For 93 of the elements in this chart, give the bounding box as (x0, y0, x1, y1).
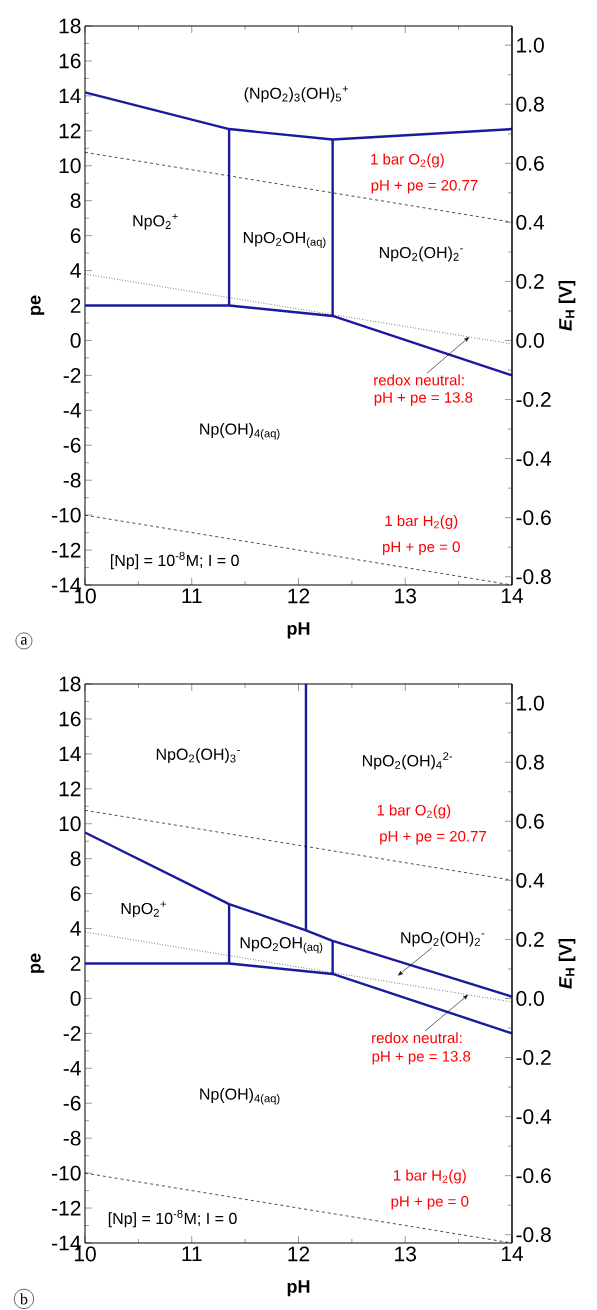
y-tick-label: 4 (70, 263, 81, 278)
y2-tick-label: 0.4 (516, 214, 545, 230)
y-tick-label: 12 (59, 781, 81, 797)
y2-tick-label: -0.6 (516, 1168, 551, 1184)
annotation: NpO$_{2}$+ (133, 213, 178, 230)
y2-tick-label: -0.6 (516, 510, 551, 526)
y-tick-label: 16 (59, 711, 81, 727)
y-tick-label: -10 (52, 507, 81, 523)
annotation: NpO$_{2}$+ (121, 901, 166, 918)
annotation: NpO$_{2}$(OH)$_{2}$- (401, 931, 485, 947)
y-tick-label: -12 (52, 1200, 81, 1216)
y2-tick-label: 0.4 (516, 872, 545, 888)
y2-tick-label: -0.8 (516, 1227, 551, 1243)
y-tick-label: -8 (63, 472, 81, 488)
y2-tick-label: 0.0 (516, 991, 544, 1006)
y2-tick-label: 0.6 (516, 155, 544, 171)
y-tick-label: -4 (63, 1061, 81, 1076)
annotation: NpO$_{2}$OH$_{(aq)}$ (243, 231, 326, 249)
annotation: pH + pe = 20.77 (371, 179, 478, 194)
annotation: 1 bar O$_{2}$(g) (377, 804, 451, 819)
x-axis-title: pH (287, 1280, 310, 1297)
y2-axis-title: E$_{H}$ [V] (558, 938, 576, 989)
y-tick-label: 14 (59, 746, 81, 762)
y-tick-label: 12 (59, 123, 81, 139)
x-tick-label: 11 (182, 588, 202, 603)
annotation: NpO$_{2}$(OH)$_{4}$2- (362, 752, 453, 770)
annotation: 1 bar O$_{2}$(g) (371, 153, 444, 168)
annotation: (NpO$_{2}$)$_{3}$(OH)$_{5}$+ (244, 86, 349, 103)
y2-tick-label: 0.2 (516, 274, 544, 289)
y-tick-label: 0 (70, 990, 81, 1006)
y-tick-label: -4 (63, 403, 81, 418)
annotation: pH + pe = 0 (383, 541, 460, 556)
y-tick-label: 10 (59, 816, 81, 832)
y2-tick-label: -0.8 (516, 569, 551, 585)
y-tick-label: 10 (59, 158, 81, 174)
x-tick-label: 13 (395, 588, 416, 604)
y2-tick-label: 1.0 (517, 37, 544, 53)
annotation: 1 bar H$_{2}$(g) (394, 1169, 466, 1184)
x-tick-label: 12 (288, 588, 310, 604)
y2-tick-label: 0.8 (516, 96, 544, 112)
y2-tick-label: -0.4 (516, 1109, 552, 1125)
y-tick-label: 8 (70, 193, 81, 209)
text: b (19, 1293, 28, 1305)
y2-tick-label: -0.2 (516, 392, 551, 407)
annotation: Np(OH)$_{4(aq)}$ (200, 1088, 280, 1105)
y2-tick-label: 1.0 (517, 695, 544, 711)
y2-axis-title: E$_{H}$ [V] (558, 280, 576, 331)
y-tick-label: 4 (70, 921, 81, 936)
y-tick-label: 16 (59, 53, 81, 69)
y2-tick-label: 0.8 (516, 754, 544, 770)
y-tick-label: 6 (70, 886, 81, 902)
annotation: NpO$_{2}$(OH)$_{2}$- (379, 246, 463, 262)
x-tick-label: 11 (182, 1246, 202, 1261)
y-tick-label: 0 (70, 333, 81, 348)
y-tick-label: 2 (70, 298, 81, 313)
y-tick-label: 18 (59, 18, 81, 34)
y-tick-label: -8 (63, 1130, 81, 1146)
y-axis-title: pe (30, 295, 45, 315)
annotation: pH + pe = 13.8 (372, 1051, 471, 1065)
x-tick-label: 14 (501, 588, 524, 603)
x-tick-label: 12 (288, 1246, 310, 1262)
text: a (20, 637, 28, 645)
y-tick-label: 18 (59, 676, 81, 692)
y-axis-title: pe (30, 953, 45, 973)
y2-tick-label: -0.4 (516, 451, 552, 467)
x-tick-label: 13 (395, 1246, 416, 1262)
x-tick-label: 14 (501, 1246, 524, 1261)
annotation: pH + pe = 13.8 (374, 392, 473, 406)
y-tick-label: -6 (63, 437, 81, 453)
x-axis-title: pH (287, 622, 310, 639)
annotation: redox neutral: (372, 1032, 462, 1044)
y2-tick-label: 0.2 (516, 931, 544, 947)
y-tick-label: -12 (52, 542, 81, 558)
y-tick-label: -10 (52, 1165, 81, 1181)
annotation: pH + pe = 20.77 (380, 830, 487, 845)
y2-tick-label: 0.0 (516, 333, 544, 348)
annotation: Np(OH)$_{4(aq)}$ (200, 423, 280, 440)
y-tick-label: 14 (59, 88, 81, 104)
y-tick-label: -2 (63, 1026, 81, 1041)
annotation: NpO$_{2}$OH$_{(aq)}$ (240, 937, 323, 954)
y-tick-label: 2 (70, 956, 81, 971)
annotation: [Np] = 10$^{-8}$M; I = 0 (108, 1209, 237, 1228)
annotation: redox neutral: (374, 374, 464, 386)
y2-tick-label: 0.6 (516, 813, 544, 829)
y-tick-label: -6 (63, 1095, 81, 1111)
y-tick-label: 6 (70, 228, 81, 244)
y2-tick-label: -0.2 (516, 1050, 551, 1065)
y-tick-label: -2 (63, 368, 81, 383)
annotation: NpO$_{2}$(OH)$_{3}$- (156, 748, 240, 764)
annotation: pH + pe = 0 (391, 1196, 469, 1210)
annotation: 1 bar H$_{2}$(g) (385, 515, 458, 530)
annotation: [Np] = 10$^{-8}$M; I = 0 (111, 551, 239, 570)
y-tick-label: 8 (70, 851, 81, 867)
